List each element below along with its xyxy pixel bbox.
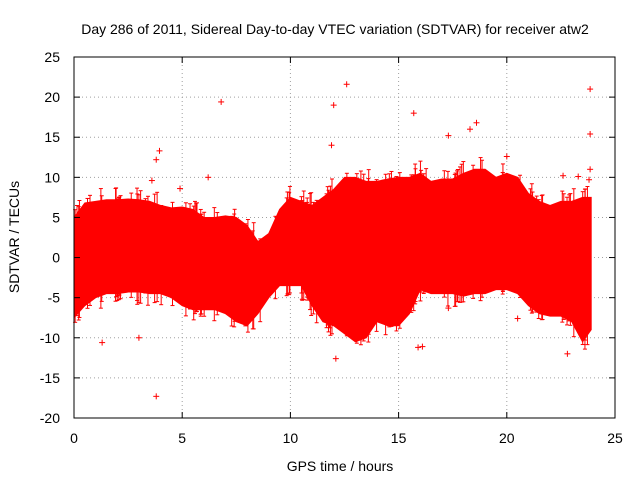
outlier-point: [587, 131, 594, 138]
outlier-point: [343, 81, 350, 88]
y-tick-label: 15: [44, 129, 60, 145]
outlier-point: [503, 153, 510, 160]
outlier-point: [218, 98, 225, 105]
outlier-point: [586, 176, 593, 183]
y-tick-label: 20: [44, 89, 60, 105]
sdtvar-data-band: [73, 168, 592, 343]
x-tick-label: 0: [70, 430, 78, 446]
outlier-point: [564, 350, 571, 357]
outlier-point: [332, 355, 339, 362]
x-axis-label: GPS time / hours: [287, 458, 394, 474]
x-tick-label: 25: [607, 430, 623, 446]
outlier-point: [445, 132, 452, 139]
y-tick-label: 0: [52, 250, 60, 266]
outlier-point: [410, 110, 417, 117]
y-tick-label: -10: [40, 330, 60, 346]
y-tick-label: -5: [48, 290, 61, 306]
outlier-point: [148, 177, 155, 184]
chart-title: Day 286 of 2011, Sidereal Day-to-day VTE…: [81, 21, 589, 37]
y-tick-label: 5: [52, 209, 60, 225]
outlier-point: [467, 126, 474, 133]
axis-ticks: 0 5 10 15 20 25 -20 -15 -10 -5 0 5 10 15 20 25: [40, 49, 623, 446]
outlier-point: [153, 393, 160, 400]
x-tick-label: 5: [178, 430, 186, 446]
y-tick-label: -20: [40, 410, 60, 426]
outlier-point: [514, 315, 521, 322]
outlier-point: [330, 102, 337, 109]
y-tick-label: -15: [40, 370, 60, 386]
y-tick-label: 25: [44, 49, 60, 65]
outlier-point: [415, 344, 422, 351]
outlier-point: [560, 172, 567, 179]
outlier-point: [587, 86, 594, 93]
y-tick-label: 10: [44, 169, 60, 185]
outlier-point: [153, 156, 160, 163]
outlier-point: [177, 185, 184, 192]
outlier-point: [156, 147, 163, 154]
y-axis-label: SDTVAR / TECUs: [6, 181, 22, 293]
outlier-point: [575, 173, 582, 180]
plot-frame: [73, 56, 616, 419]
outlier-point: [205, 174, 212, 181]
outlier-point: [99, 339, 106, 346]
outlier-point: [419, 343, 426, 350]
outlier-point: [587, 166, 594, 173]
outlier-point: [445, 305, 452, 312]
x-tick-label: 20: [499, 430, 515, 446]
outlier-point: [328, 142, 335, 149]
x-tick-label: 10: [283, 430, 299, 446]
outlier-point: [135, 334, 142, 341]
x-tick-label: 15: [391, 430, 407, 446]
data-layer: [73, 81, 594, 400]
outlier-point: [473, 119, 480, 126]
